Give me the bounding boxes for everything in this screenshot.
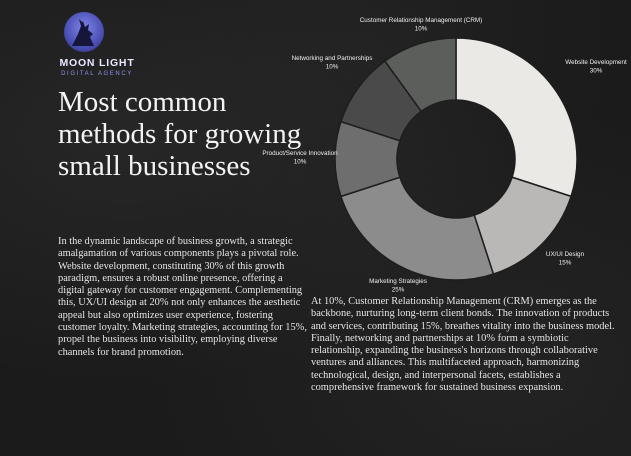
slice-value-label: 25% xyxy=(392,287,405,294)
paragraph-right: At 10%, Customer Relationship Management… xyxy=(311,296,615,394)
slice-label: Networking and Partnerships xyxy=(292,55,373,62)
donut-slice xyxy=(383,37,457,113)
slice-value-label: 10% xyxy=(415,26,428,33)
slice-label: Marketing Strategies xyxy=(369,278,427,285)
slice-value-label: 10% xyxy=(294,159,307,166)
slice-value-label: 15% xyxy=(559,260,572,267)
brand-logo: MOON LIGHT DIGITAL AGENCY xyxy=(52,10,142,80)
slice-label: Customer Relationship Management (CRM) xyxy=(360,17,483,24)
slice-label: Website Development xyxy=(565,59,627,66)
donut-slice xyxy=(339,176,495,281)
slice-value-label: 30% xyxy=(590,68,603,75)
slice-value-label: 10% xyxy=(326,64,339,71)
page-title: Most common methods for growing small bu… xyxy=(58,86,302,182)
brand-name: MOON LIGHT xyxy=(59,57,135,69)
slice-label: UX/UI Design xyxy=(546,251,585,258)
paragraph-left: In the dynamic landscape of business gro… xyxy=(58,236,307,358)
wolf-moon-icon xyxy=(64,12,104,52)
brand-tagline: DIGITAL AGENCY xyxy=(61,71,133,77)
slice-label: Product/Service Innovation xyxy=(262,150,338,157)
donut-slice xyxy=(455,37,578,198)
